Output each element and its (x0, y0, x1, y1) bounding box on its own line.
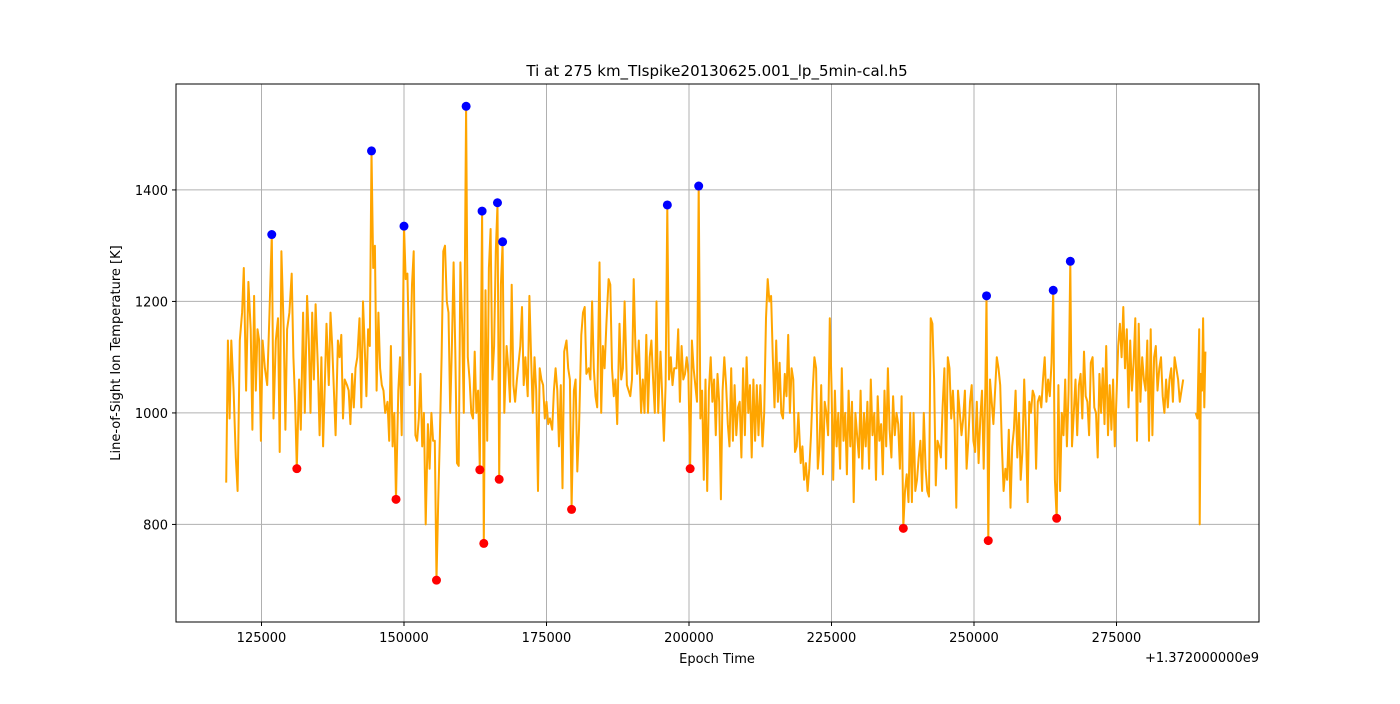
temperature-series-line (1194, 317, 1207, 526)
trough-marker (479, 538, 489, 548)
x-tick-label: 150000 (379, 631, 429, 646)
trough-marker (983, 536, 993, 546)
x-tick-label: 125000 (237, 631, 287, 646)
peak-marker (267, 230, 277, 240)
markers-layer (267, 101, 1075, 585)
y-tick-label: 800 (143, 518, 168, 533)
temperature-series-line (225, 105, 1185, 582)
x-tick-label: 175000 (522, 631, 572, 646)
x-offset-label: +1.372000000e9 (1145, 651, 1259, 666)
y-tick-label: 1000 (135, 407, 168, 422)
x-tick-label: 200000 (664, 631, 714, 646)
trough-marker (898, 523, 908, 533)
peak-marker (498, 237, 508, 247)
x-tick-label: 225000 (807, 631, 857, 646)
y-tick-label: 1400 (135, 184, 168, 199)
series-layer (225, 105, 1207, 582)
trough-marker (494, 474, 504, 484)
trough-marker (685, 464, 695, 474)
x-tick-label: 250000 (949, 631, 999, 646)
y-axis-label: Line-of-Sight Ion Temperature [K] (109, 245, 124, 460)
grid (176, 84, 1259, 622)
peak-marker (367, 146, 377, 156)
peak-marker (1048, 285, 1058, 295)
peak-marker (662, 200, 672, 210)
y-tick-label: 1200 (135, 295, 168, 310)
plot-frame (175, 83, 1260, 623)
ticks: 125000 150000 175000 200000 225000 250000 2750… (135, 184, 1141, 646)
peak-marker (694, 181, 704, 191)
trough-marker (391, 494, 401, 504)
peak-marker (1065, 256, 1075, 266)
trough-marker (567, 504, 577, 514)
peak-marker (399, 221, 409, 231)
peak-marker (477, 206, 487, 216)
trough-marker (292, 464, 302, 474)
peak-marker (461, 101, 471, 111)
trough-marker (475, 465, 485, 475)
peak-marker (492, 198, 502, 208)
peak-marker (982, 291, 992, 301)
x-tick-label: 275000 (1092, 631, 1142, 646)
x-axis-label: Epoch Time (679, 652, 755, 667)
chart-title: Ti at 275 km_TIspike20130625.001_lp_5min… (525, 62, 907, 81)
trough-marker (1052, 513, 1062, 523)
trough-marker (431, 575, 441, 585)
